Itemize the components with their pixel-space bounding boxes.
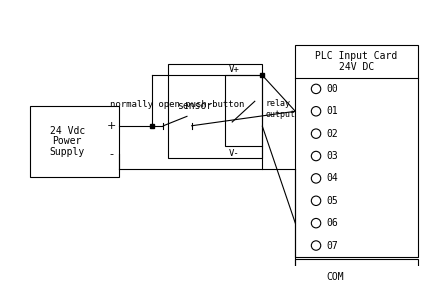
Text: Power: Power bbox=[53, 136, 82, 146]
Text: PLC Input Card: PLC Input Card bbox=[315, 51, 398, 61]
Bar bbox=[225, 75, 262, 146]
Text: Supply: Supply bbox=[49, 147, 85, 157]
Text: V+: V+ bbox=[229, 65, 239, 74]
Text: output: output bbox=[265, 110, 295, 119]
Text: 00: 00 bbox=[326, 84, 338, 94]
Bar bbox=[295, 259, 418, 281]
Text: 03: 03 bbox=[326, 151, 338, 161]
Bar bbox=[295, 45, 418, 257]
Bar bbox=[30, 106, 119, 177]
Text: COM: COM bbox=[326, 271, 344, 281]
Text: 07: 07 bbox=[326, 241, 338, 251]
Text: -: - bbox=[110, 149, 113, 159]
Text: 24 Vdc: 24 Vdc bbox=[49, 126, 85, 136]
Text: 04: 04 bbox=[326, 173, 338, 183]
Text: 01: 01 bbox=[326, 106, 338, 116]
Text: +: + bbox=[107, 121, 116, 131]
Text: normally open push-button: normally open push-button bbox=[110, 100, 245, 109]
Bar bbox=[168, 64, 262, 158]
Text: relay: relay bbox=[265, 99, 290, 108]
Text: 02: 02 bbox=[326, 129, 338, 139]
Text: sensor: sensor bbox=[177, 101, 212, 111]
Text: 06: 06 bbox=[326, 218, 338, 228]
Text: 05: 05 bbox=[326, 196, 338, 206]
Text: 24V DC: 24V DC bbox=[339, 62, 374, 72]
Text: V-: V- bbox=[229, 149, 239, 158]
